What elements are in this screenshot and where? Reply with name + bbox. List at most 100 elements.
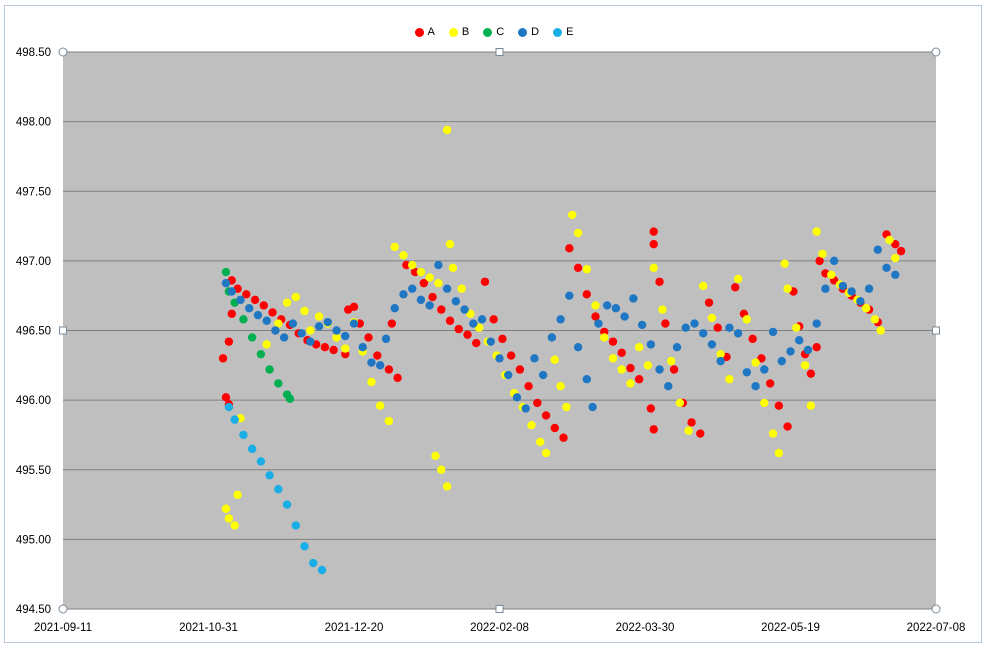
data-point-d xyxy=(495,354,504,363)
data-point-a xyxy=(463,330,472,339)
data-point-b xyxy=(684,426,693,435)
data-point-b xyxy=(536,437,545,447)
data-point-d xyxy=(271,326,280,335)
data-point-b xyxy=(425,273,434,282)
data-point-a xyxy=(242,290,251,299)
data-point-a xyxy=(489,315,498,324)
data-point-e xyxy=(282,500,292,509)
data-point-d xyxy=(477,315,487,324)
data-point-b xyxy=(445,239,455,249)
data-point-d xyxy=(469,319,478,328)
x-tick-label: 2022-03-30 xyxy=(616,622,675,634)
data-point-a xyxy=(757,354,766,363)
data-point-d xyxy=(829,256,839,266)
legend-marker-e xyxy=(553,27,563,37)
resize-handle-side[interactable] xyxy=(495,605,504,613)
data-point-b xyxy=(568,210,577,220)
data-point-d xyxy=(227,287,236,296)
data-point-b xyxy=(812,227,821,236)
data-point-d xyxy=(629,294,638,303)
data-point-a xyxy=(608,337,618,346)
data-point-b xyxy=(384,416,394,426)
data-point-e xyxy=(300,542,309,551)
data-point-a xyxy=(815,256,824,266)
data-point-d xyxy=(245,304,254,313)
data-point-b xyxy=(891,253,900,263)
data-point-b xyxy=(390,242,399,252)
data-point-a xyxy=(669,365,679,374)
data-point-d xyxy=(530,354,539,363)
data-point-e xyxy=(256,457,266,466)
data-point-b xyxy=(716,349,725,359)
data-point-c xyxy=(256,349,266,359)
data-point-b xyxy=(675,398,685,408)
resize-handle-side[interactable] xyxy=(495,48,504,56)
data-point-d xyxy=(434,260,443,270)
data-point-d xyxy=(460,305,469,314)
data-point-e xyxy=(274,485,283,494)
data-point-d xyxy=(664,382,673,391)
data-point-e xyxy=(317,565,327,575)
data-point-e xyxy=(309,558,318,568)
data-point-b xyxy=(274,319,283,328)
y-tick-label: 496.50 xyxy=(16,326,51,338)
data-point-b xyxy=(431,451,440,461)
data-point-d xyxy=(425,301,434,310)
data-point-b xyxy=(332,333,341,342)
data-point-d xyxy=(751,382,760,391)
data-point-d xyxy=(594,319,603,328)
data-point-a xyxy=(696,429,705,438)
data-point-a xyxy=(617,348,626,357)
data-point-d xyxy=(221,278,231,288)
data-point-a xyxy=(565,244,574,253)
data-point-a xyxy=(646,404,656,413)
resize-handle-side[interactable] xyxy=(932,326,940,335)
y-tick-label: 495.00 xyxy=(16,534,51,546)
data-point-b xyxy=(666,356,676,366)
data-point-e xyxy=(224,402,234,412)
data-point-d xyxy=(812,319,821,328)
data-point-b xyxy=(291,292,300,302)
data-point-b xyxy=(541,448,551,458)
data-point-a xyxy=(384,365,394,374)
data-point-b xyxy=(442,125,452,135)
data-point-a xyxy=(748,334,757,344)
data-point-d xyxy=(786,347,795,356)
data-point-b xyxy=(792,323,801,332)
y-tick-label: 496.00 xyxy=(16,395,51,407)
data-point-a xyxy=(445,316,455,325)
resize-handle-corner[interactable] xyxy=(931,47,941,57)
data-point-e xyxy=(239,430,248,440)
data-point-a xyxy=(524,382,533,391)
resize-handle-corner[interactable] xyxy=(58,47,68,57)
data-point-b xyxy=(367,377,376,387)
selection-handles[interactable] xyxy=(58,47,941,614)
data-point-b xyxy=(725,375,734,384)
data-point-d xyxy=(297,329,306,338)
legend-item-c: C xyxy=(483,26,504,38)
data-point-d xyxy=(588,402,597,412)
data-point-d xyxy=(777,356,786,366)
data-point-b xyxy=(562,402,571,412)
data-point-d xyxy=(565,291,574,300)
resize-handle-corner[interactable] xyxy=(931,604,941,614)
data-point-c xyxy=(247,333,257,342)
data-point-a xyxy=(649,425,658,434)
data-point-b xyxy=(760,398,769,408)
data-point-a xyxy=(812,343,821,352)
data-point-b xyxy=(870,315,880,324)
data-point-d xyxy=(864,284,874,293)
data-point-a xyxy=(896,246,906,256)
data-point-d xyxy=(672,343,682,352)
data-point-d xyxy=(236,295,245,305)
data-point-b xyxy=(556,382,565,391)
data-point-a xyxy=(559,433,568,442)
y-tick-label: 494.50 xyxy=(16,604,51,616)
data-point-d xyxy=(646,340,656,349)
data-point-a xyxy=(454,324,463,334)
resize-handle-side[interactable] xyxy=(59,326,67,335)
data-point-b xyxy=(608,354,618,363)
legend-item-a: A xyxy=(414,26,435,38)
resize-handle-corner[interactable] xyxy=(58,604,68,614)
data-point-d xyxy=(262,316,271,325)
